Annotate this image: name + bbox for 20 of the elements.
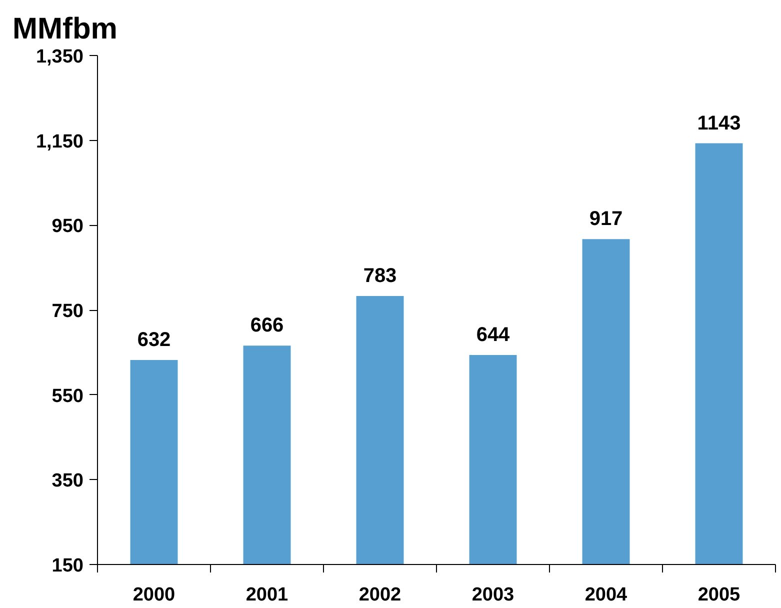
x-tick-label: 2002 bbox=[358, 584, 402, 606]
x-tick-label: 2000 bbox=[132, 584, 176, 606]
y-tick-label: 350 bbox=[52, 470, 84, 492]
y-tick-label: 1,350 bbox=[36, 46, 84, 68]
y-tick-label: 950 bbox=[52, 216, 84, 238]
chart-title: MMfbm bbox=[12, 12, 118, 46]
data-label: 1143 bbox=[697, 112, 741, 134]
data-label: 783 bbox=[363, 265, 397, 288]
y-tick-label: 150 bbox=[52, 556, 84, 576]
data-label: 666 bbox=[250, 314, 284, 337]
x-tick-label: 2004 bbox=[584, 584, 628, 606]
y-tick-label: 550 bbox=[52, 386, 84, 407]
y-tick-label: 1,150 bbox=[36, 131, 84, 152]
data-label: 644 bbox=[476, 324, 511, 346]
y-tick-label: 750 bbox=[52, 301, 84, 322]
data-label: 917 bbox=[589, 208, 623, 230]
x-tick-label: 2001 bbox=[246, 584, 289, 606]
data-label: 632 bbox=[137, 329, 171, 352]
x-tick-label: 2005 bbox=[698, 584, 741, 606]
x-tick-label: 2003 bbox=[472, 584, 514, 606]
